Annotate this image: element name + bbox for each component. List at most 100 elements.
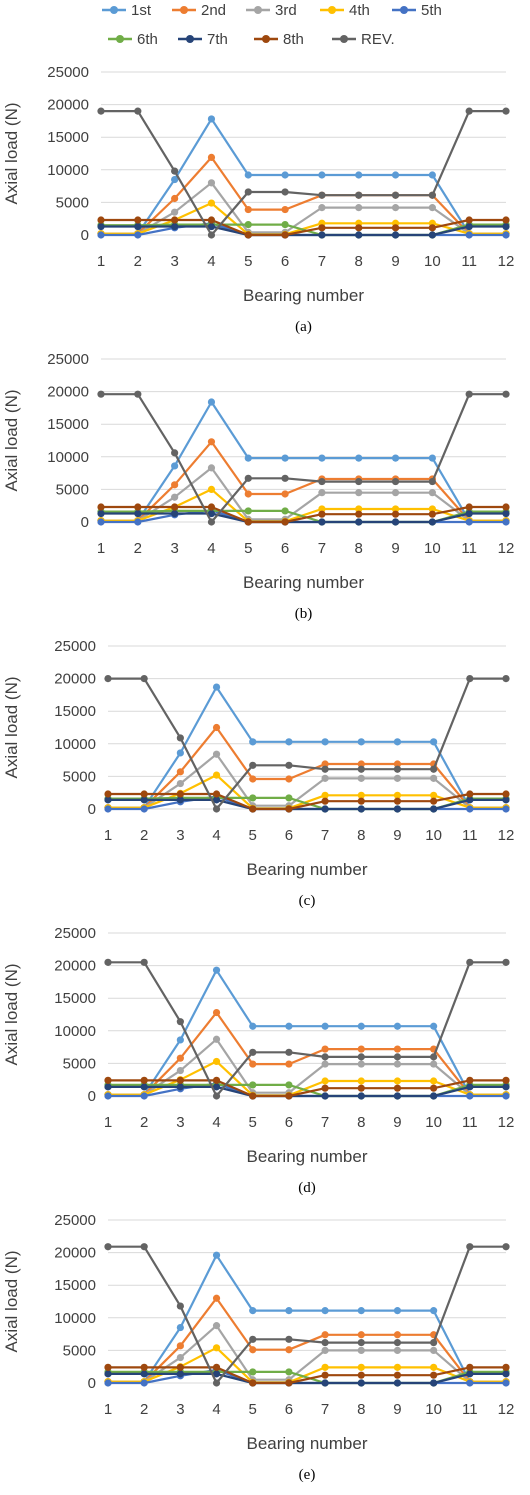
data-point [466,1076,474,1084]
data-point [428,454,436,462]
data-point [357,1363,365,1371]
x-tick-label: 11 [462,1114,478,1131]
data-point [207,464,216,472]
data-point [176,768,184,776]
data-point [104,1370,112,1378]
data-point [281,171,289,179]
data-point [104,958,112,966]
data-point [321,805,329,813]
series-line [108,726,506,809]
data-point [134,107,142,115]
data-point [171,175,179,184]
data-point [134,390,142,398]
legend-marker [340,35,348,43]
x-tick-label: 12 [498,540,515,557]
data-point [318,171,326,179]
series-8th [104,1363,510,1387]
x-tick-label: 10 [424,253,441,270]
data-point [430,774,438,782]
data-point [502,503,510,511]
data-point [357,1053,365,1061]
x-tick-label: 4 [207,253,215,270]
data-point [285,805,293,813]
data-point [281,490,289,498]
series-line [108,1245,506,1385]
legend-label: 8th [283,31,304,48]
data-point [502,509,510,518]
y-tick-label: 15000 [47,416,89,433]
series-line [108,1011,506,1096]
y-tick-label: 20000 [54,958,96,975]
data-point [321,1060,329,1068]
data-point [393,805,402,813]
data-point [502,518,510,526]
data-point [428,191,436,199]
data-point [212,1370,221,1378]
data-point [466,675,474,683]
data-point [428,505,436,513]
data-point [357,1379,365,1387]
data-point [212,1379,221,1387]
data-point [212,1251,221,1259]
series-line [108,1297,506,1383]
legend-label: 3rd [275,2,297,19]
data-point [212,1294,221,1302]
data-point [465,222,473,231]
x-tick-label: 12 [498,1401,515,1418]
data-point [244,220,252,229]
data-point [97,518,105,526]
data-point [465,503,473,511]
data-point [430,1053,438,1061]
data-point [212,1363,221,1371]
series-line [108,1038,506,1096]
legend-item: 5th [392,2,442,19]
data-point [502,805,510,813]
data-point [249,1379,257,1387]
data-point [207,216,216,224]
data-point [321,1092,329,1100]
data-point [466,1379,474,1387]
x-tick-label: 11 [461,540,477,557]
x-tick-label: 5 [244,253,252,270]
data-point [355,489,363,497]
data-point [391,505,400,513]
data-point [249,1022,257,1030]
y-axis-title: Axial load (N) [2,1250,21,1352]
x-tick-label: 1 [97,253,105,270]
data-point [212,796,221,804]
data-point [212,683,221,691]
series-rev [104,958,510,1100]
series-8th [104,790,510,813]
x-tick-label: 6 [285,827,293,844]
data-point [244,518,252,526]
series-7th [104,1370,510,1387]
data-point [357,1045,365,1053]
data-point [321,1379,329,1387]
data-point [134,222,142,231]
series-line [101,225,506,237]
data-point [357,797,365,805]
data-point [355,505,363,513]
data-point [140,1083,148,1091]
data-point [321,1363,329,1371]
x-tick-label: 6 [285,1114,293,1131]
data-point [176,1353,184,1362]
data-point [393,765,402,773]
x-tick-label: 5 [249,1401,257,1418]
legend-item: REV. [332,31,395,48]
data-point [134,518,142,526]
series-line [101,466,506,522]
data-point [357,760,365,768]
x-tick-label: 4 [212,827,220,844]
data-point [391,191,400,199]
x-tick-label: 3 [176,827,184,844]
data-point [212,771,221,779]
data-point [430,1060,438,1068]
data-point [465,107,473,115]
data-point [176,734,184,742]
data-point [393,1092,402,1100]
data-point [318,231,326,239]
data-point [176,1363,184,1371]
data-point [249,1092,257,1100]
